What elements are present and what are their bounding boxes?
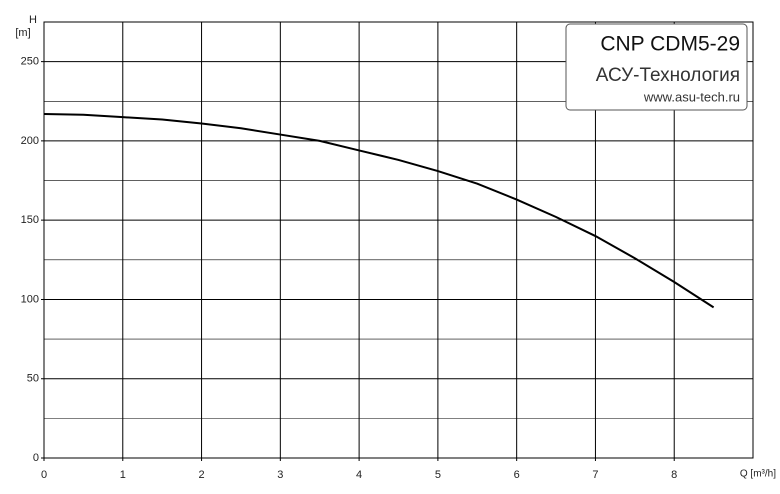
- y-tick-label: 50: [27, 373, 39, 385]
- x-tick-label: 8: [671, 469, 677, 481]
- x-tick-label: 3: [277, 469, 283, 481]
- y-axis-unit: [m]: [15, 27, 30, 39]
- x-tick-label: 0: [41, 469, 47, 481]
- x-tick-label: 7: [592, 469, 598, 481]
- y-tick-label: 100: [21, 293, 39, 305]
- x-tick-label: 6: [514, 469, 520, 481]
- y-tick-label: 250: [21, 56, 39, 68]
- label-box: [565, 23, 748, 111]
- annotation: АСУ-Технология: [596, 65, 740, 86]
- y-axis-title: H: [29, 14, 37, 26]
- y-tick-label: 200: [21, 135, 39, 147]
- annotation: CNP CDM5-29: [600, 33, 740, 56]
- x-tick-label: 1: [120, 469, 126, 481]
- x-axis-title: Q [m³/h]: [740, 469, 776, 480]
- y-tick-label: 0: [33, 452, 39, 464]
- x-tick-label: 2: [198, 469, 204, 481]
- annotation: www.asu-tech.ru: [643, 89, 740, 104]
- x-tick-label: 5: [435, 469, 441, 481]
- curve: [43, 112, 715, 309]
- x-tick-label: 4: [356, 469, 362, 481]
- y-tick-label: 150: [21, 214, 39, 226]
